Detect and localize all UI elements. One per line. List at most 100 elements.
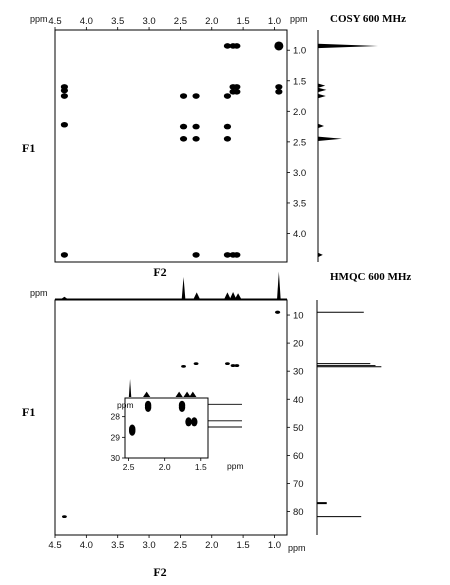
inset-left-tick-label: 30 (111, 453, 121, 463)
projection-spectra (55, 30, 382, 535)
cosy-right-tick-label: 1.0 (293, 46, 306, 57)
cosy-cross-peak (223, 252, 232, 258)
hmqc-right-tick-label: 40 (293, 395, 304, 406)
cosy-top-tick-label: 3.0 (142, 16, 155, 27)
cosy-y-axis-title: F1 (22, 141, 35, 155)
inset-frame (124, 397, 209, 459)
hmqc-proton-projection-peak (61, 296, 68, 299)
inset-left-tick-label: 29 (111, 432, 121, 442)
cosy-cross-peak (223, 43, 232, 49)
inset-cross-peak (144, 402, 152, 412)
cosy-right-tick-label: 4.0 (293, 229, 306, 240)
hmqc-bottom-tick-label: 1.5 (236, 540, 249, 551)
cosy-cross-peak (60, 93, 69, 99)
inset-bottom-tick-label: 2.0 (159, 462, 171, 472)
hmqc-top-axis-unit: ppm (30, 288, 48, 298)
cosy-cross-peak (275, 88, 283, 95)
cosy-top-tick-label: 4.5 (48, 16, 61, 27)
cosy-x-axis-title: F2 (153, 265, 166, 279)
cosy-projection-peak (318, 136, 342, 142)
cosy-top-tick-label: 3.5 (111, 16, 124, 27)
hmqc-proton-projection-peak (234, 293, 242, 299)
hmqc-x-axis-title: F2 (153, 565, 166, 579)
cosy-top-tick-label: 1.0 (268, 16, 281, 27)
hmqc-right-axis-unit: ppm (288, 543, 306, 553)
cosy-cross-peak (60, 252, 69, 258)
cosy-projection-peak (318, 87, 327, 93)
hmqc-right-tick-label: 70 (293, 479, 304, 490)
hmqc-cross-peak (230, 364, 236, 367)
inset-x-axis-unit: ppm (227, 461, 244, 471)
hmqc-cross-peak (274, 310, 281, 314)
cosy-frame (54, 29, 288, 263)
cross-peaks (60, 41, 284, 518)
hmqc-y-axis-title: F1 (22, 405, 35, 419)
inset-cross-peak (129, 426, 136, 436)
cosy-projection-peak (318, 123, 324, 129)
inset-bottom-tick-label: 2.5 (123, 462, 135, 472)
cosy-cross-peak (274, 41, 284, 51)
cosy-cross-peak (275, 84, 283, 90)
cosy-cross-peak (223, 136, 232, 142)
cosy-cross-peak (233, 88, 241, 95)
cosy-top-tick-label: 2.0 (205, 16, 218, 27)
cosy-cross-peak (223, 123, 232, 130)
hmqc-cross-peak (181, 365, 186, 368)
hmqc-title: HMQC 600 MHz (330, 271, 411, 283)
inset-y-axis-unit: ppm (117, 400, 134, 410)
cosy-cross-peak (60, 121, 69, 128)
inset-cross-peak (185, 417, 192, 427)
hmqc-right-tick-label: 10 (293, 311, 304, 322)
hmqc-proton-projection-peak (193, 292, 200, 299)
cosy-projection-peak (318, 43, 378, 49)
hmqc-proton-projection-peak (224, 292, 231, 299)
cosy-cross-peak (192, 136, 200, 142)
inset-projection-peak (175, 391, 183, 397)
inset-bottom-tick-label: 1.5 (195, 462, 207, 472)
hmqc-proton-projection-peak (181, 277, 186, 299)
cosy-cross-peak (179, 136, 188, 142)
cosy-cross-peak (192, 93, 200, 99)
cosy-cross-peak (179, 93, 188, 99)
hmqc-cross-peak (234, 364, 240, 367)
cosy-cross-peak (192, 123, 200, 130)
cosy-cross-peak (233, 43, 241, 49)
hmqc-bottom-tick-label: 2.5 (174, 540, 187, 551)
inset-projection-peak (128, 379, 132, 397)
inset-left-tick-label: 28 (111, 412, 121, 422)
cosy-right-tick-label: 2.5 (293, 137, 306, 148)
inset-projection-peak (183, 391, 191, 397)
hmqc-proton-projection-peak (229, 291, 237, 299)
cosy-right-tick-label: 1.5 (293, 76, 306, 87)
hmqc-bottom-tick-label: 4.5 (48, 540, 61, 551)
cosy-right-axis-unit: ppm (290, 14, 308, 24)
cosy-cross-peak (233, 252, 241, 258)
hmqc-bottom-tick-label: 3.0 (142, 540, 155, 551)
inset-projection-peak (143, 391, 151, 397)
cosy-cross-peak (179, 123, 188, 130)
hmqc-right-tick-label: 60 (293, 451, 304, 462)
hmqc-bottom-tick-label: 3.5 (111, 540, 124, 551)
hmqc-right-tick-label: 20 (293, 339, 304, 350)
cosy-right-tick-label: 3.0 (293, 168, 306, 179)
hmqc-cross-peak (193, 362, 199, 366)
cosy-cross-peak (223, 93, 232, 99)
cosy-top-tick-label: 4.0 (80, 16, 93, 27)
cosy-cross-peak (192, 252, 200, 258)
cosy-title: COSY 600 MHz (330, 13, 406, 25)
cosy-top-tick-label: 2.5 (174, 16, 187, 27)
hmqc-right-tick-label: 50 (293, 423, 304, 434)
hmqc-cross-peak (62, 515, 67, 518)
cosy-top-axis-unit: ppm (30, 14, 48, 24)
hmqc-bottom-tick-label: 2.0 (205, 540, 218, 551)
inset-projection-peak (189, 391, 197, 397)
cosy-right-tick-label: 2.0 (293, 107, 306, 118)
cosy-cross-peak (233, 84, 241, 90)
hmqc-bottom-tick-label: 4.0 (80, 540, 93, 551)
hmqc-frame (54, 299, 288, 536)
cosy-projection-peak (318, 93, 326, 99)
cosy-projection-peak (318, 252, 323, 258)
inset-zoom: 2.5 2.0 1.5 28 29 30 (111, 379, 242, 472)
hmqc-right-tick-label: 30 (293, 367, 304, 378)
